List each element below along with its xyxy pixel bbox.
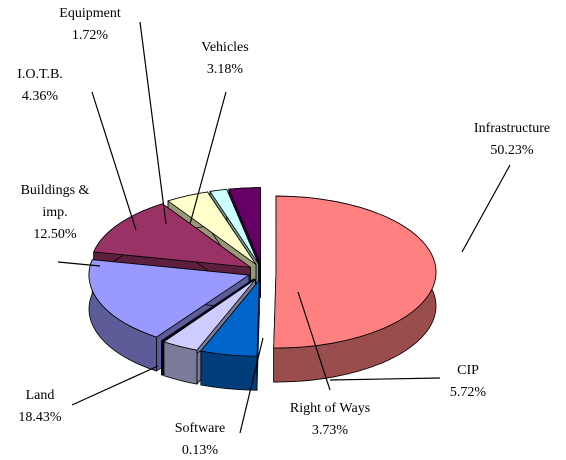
- label-text: 4.36%: [21, 89, 59, 104]
- label-text: 3.73%: [311, 423, 349, 438]
- slice-wall: [161, 340, 163, 376]
- slice-top: [200, 279, 260, 357]
- leader-line: [57, 261, 101, 267]
- leader-line: [91, 91, 137, 231]
- data-label: Land 18.43%: [18, 385, 61, 429]
- label-text: Infrastructure: [473, 121, 551, 136]
- slice-top: [161, 278, 255, 342]
- label-text: Right of Ways: [289, 401, 371, 416]
- label-text: 18.43%: [18, 410, 62, 425]
- data-label: Infrastructure 50.23%: [474, 118, 550, 162]
- slice-top: [273, 195, 437, 349]
- label-text: 3.18%: [206, 62, 244, 77]
- label-text: Equipment: [59, 6, 121, 21]
- slice-top: [88, 259, 250, 338]
- leader-line: [71, 365, 159, 406]
- label-text: 0.13%: [181, 443, 219, 458]
- label-text: Buildings & imp.: [20, 183, 90, 220]
- leader-line: [297, 291, 331, 391]
- leader-line: [189, 91, 227, 225]
- label-text: Vehicles: [201, 40, 249, 55]
- data-label: Software 0.13%: [175, 418, 226, 460]
- slice-top: [228, 187, 262, 265]
- slice: [273, 195, 437, 383]
- data-label: Equipment 1.72%: [59, 3, 120, 47]
- leader-line: [329, 377, 441, 381]
- label-text: Land: [25, 388, 55, 403]
- label-text: 1.72%: [71, 28, 109, 43]
- slice-top: [163, 279, 256, 351]
- data-label: Vehicles 3.18%: [201, 37, 248, 81]
- label-text: Software: [174, 421, 226, 436]
- data-label: Buildings & imp. 12.50%: [13, 180, 97, 246]
- slice-wall: [200, 350, 258, 391]
- label-text: 12.50%: [33, 227, 77, 242]
- label-text: 5.72%: [449, 385, 487, 400]
- slice: [200, 279, 260, 391]
- data-label: I.O.T.B. 4.36%: [17, 64, 63, 108]
- data-label: CIP 5.72%: [450, 360, 486, 404]
- slice-top: [167, 191, 257, 265]
- label-text: I.O.T.B.: [17, 67, 63, 82]
- leader-line: [461, 164, 511, 253]
- data-label: Right of Ways 3.73%: [290, 398, 370, 442]
- leader-line: [139, 21, 167, 225]
- slice-top: [209, 188, 259, 265]
- leader-line: [239, 337, 264, 434]
- label-text: CIP: [457, 363, 479, 378]
- label-text: 50.23%: [490, 143, 534, 158]
